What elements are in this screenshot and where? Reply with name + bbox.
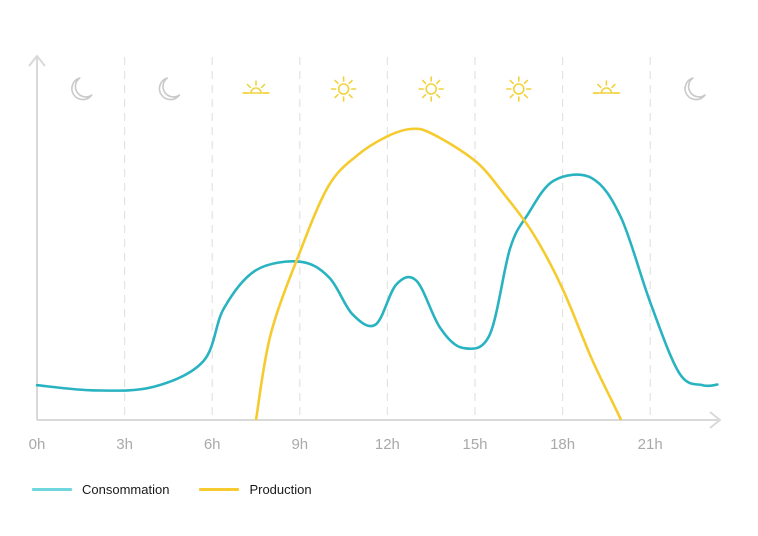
sun-icon: [330, 76, 357, 102]
sunrise-icon: [242, 80, 270, 94]
series-line-consommation: [35, 173, 719, 392]
moon-icon: [71, 77, 93, 101]
legend-item-consommation: Consommation: [32, 482, 169, 497]
x-tick-label-18h: 18h: [550, 436, 575, 453]
axes: [28, 54, 722, 429]
sun-icon: [418, 76, 445, 102]
x-tick-label-3h: 3h: [116, 436, 133, 453]
series-lines: [35, 127, 719, 420]
legend: Consommation Production: [32, 482, 342, 497]
series-line-production: [254, 127, 623, 420]
sunset-icon: [592, 80, 621, 94]
period-icons: [71, 76, 706, 102]
legend-swatch-production: [199, 488, 240, 491]
grid-lines: [123, 57, 651, 420]
x-tick-label-15h: 15h: [462, 436, 487, 453]
legend-item-production: Production: [199, 482, 312, 497]
x-tick-label-0h: 0h: [29, 436, 46, 453]
x-tick-label-12h: 12h: [375, 436, 400, 453]
moon-icon: [684, 77, 706, 101]
x-axis-arrow: [709, 411, 722, 429]
moon-icon: [158, 77, 181, 101]
legend-swatch-consommation: [32, 488, 72, 491]
y-axis-arrow: [28, 54, 46, 67]
x-tick-label-6h: 6h: [204, 436, 221, 453]
legend-label-production: Production: [249, 482, 312, 497]
x-tick-label-21h: 21h: [638, 436, 663, 453]
legend-label-consommation: Consommation: [82, 482, 170, 497]
x-tick-label-9h: 9h: [291, 436, 308, 453]
x-tick-labels: 0h 3h 6h 9h 12h 15h 18h 21h: [29, 436, 663, 453]
sun-icon: [505, 76, 532, 102]
